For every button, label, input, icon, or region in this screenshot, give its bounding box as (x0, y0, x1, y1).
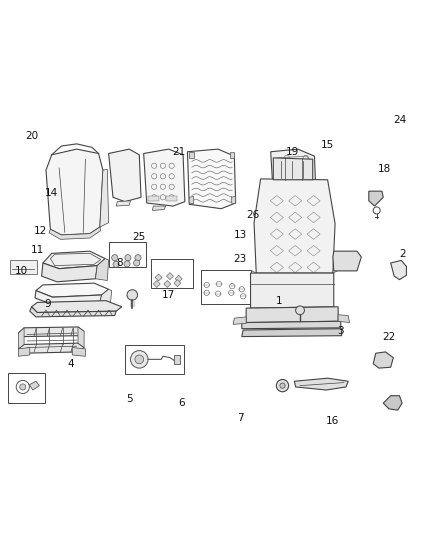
Bar (125, 345, 184, 374)
Polygon shape (271, 149, 316, 207)
Polygon shape (230, 152, 234, 158)
Polygon shape (29, 381, 39, 390)
Polygon shape (18, 348, 30, 356)
Circle shape (135, 355, 144, 364)
Text: 22: 22 (382, 333, 396, 343)
Text: 24: 24 (393, 115, 406, 125)
Polygon shape (46, 149, 103, 235)
Polygon shape (187, 149, 236, 209)
Text: 18: 18 (378, 164, 391, 174)
Polygon shape (175, 275, 182, 282)
Text: 25: 25 (133, 232, 146, 242)
Polygon shape (18, 327, 84, 336)
Polygon shape (18, 328, 24, 349)
Polygon shape (333, 251, 361, 271)
Polygon shape (166, 273, 173, 280)
Polygon shape (294, 378, 348, 390)
Polygon shape (233, 317, 246, 324)
Circle shape (280, 383, 285, 388)
Text: 2: 2 (399, 249, 406, 259)
Bar (148, 196, 159, 201)
Polygon shape (242, 329, 342, 336)
Polygon shape (152, 206, 166, 211)
Text: 16: 16 (325, 416, 339, 426)
Polygon shape (373, 352, 393, 368)
Polygon shape (231, 197, 236, 204)
Polygon shape (174, 280, 181, 287)
Circle shape (134, 260, 140, 266)
Polygon shape (242, 321, 341, 329)
Polygon shape (100, 169, 109, 227)
Text: 17: 17 (162, 290, 175, 300)
Polygon shape (383, 395, 402, 410)
Circle shape (135, 255, 141, 261)
Text: 1: 1 (276, 296, 283, 305)
Polygon shape (109, 149, 141, 201)
Polygon shape (116, 201, 131, 206)
Circle shape (113, 261, 119, 268)
Text: 14: 14 (45, 188, 58, 198)
Polygon shape (72, 348, 85, 356)
Polygon shape (273, 158, 313, 180)
Bar (151, 259, 193, 287)
Polygon shape (32, 301, 122, 312)
Text: 20: 20 (25, 131, 38, 141)
Polygon shape (18, 343, 84, 353)
Bar (201, 270, 251, 304)
Circle shape (127, 290, 138, 300)
Circle shape (131, 351, 148, 368)
Polygon shape (43, 251, 105, 269)
Polygon shape (391, 260, 406, 280)
Polygon shape (35, 290, 102, 304)
Bar (10, 260, 37, 274)
Polygon shape (49, 227, 101, 239)
Polygon shape (100, 289, 112, 304)
Circle shape (125, 255, 131, 261)
Polygon shape (246, 307, 338, 322)
Text: 12: 12 (34, 225, 47, 236)
Text: 23: 23 (233, 254, 247, 264)
Text: 26: 26 (247, 210, 260, 220)
Circle shape (296, 306, 304, 314)
Polygon shape (153, 280, 160, 287)
Text: 8: 8 (116, 258, 123, 268)
Polygon shape (36, 283, 109, 297)
Polygon shape (78, 327, 84, 348)
Text: 9: 9 (44, 298, 51, 309)
Polygon shape (144, 149, 185, 206)
Text: 3: 3 (337, 326, 344, 336)
Polygon shape (251, 273, 334, 308)
Text: 11: 11 (31, 245, 44, 255)
Text: 19: 19 (286, 147, 299, 157)
Polygon shape (254, 179, 335, 273)
Text: 13: 13 (233, 230, 247, 240)
Circle shape (124, 261, 130, 267)
Polygon shape (369, 191, 383, 206)
Polygon shape (189, 197, 194, 204)
Polygon shape (189, 152, 194, 158)
Polygon shape (174, 355, 180, 364)
Circle shape (112, 255, 118, 261)
Bar (8, 374, 45, 403)
Polygon shape (42, 263, 97, 282)
Text: 5: 5 (126, 394, 133, 404)
Text: 4: 4 (67, 359, 74, 369)
Polygon shape (30, 307, 116, 317)
Text: 15: 15 (321, 140, 334, 150)
Polygon shape (164, 280, 171, 287)
Circle shape (20, 384, 26, 390)
Text: 7: 7 (237, 413, 244, 423)
Polygon shape (95, 259, 109, 280)
Polygon shape (155, 274, 162, 281)
Polygon shape (338, 314, 350, 322)
Circle shape (276, 379, 289, 392)
Text: 21: 21 (172, 147, 185, 157)
Text: 6: 6 (178, 398, 185, 408)
Text: 10: 10 (14, 266, 28, 276)
Bar (109, 242, 146, 268)
Bar (166, 196, 177, 201)
